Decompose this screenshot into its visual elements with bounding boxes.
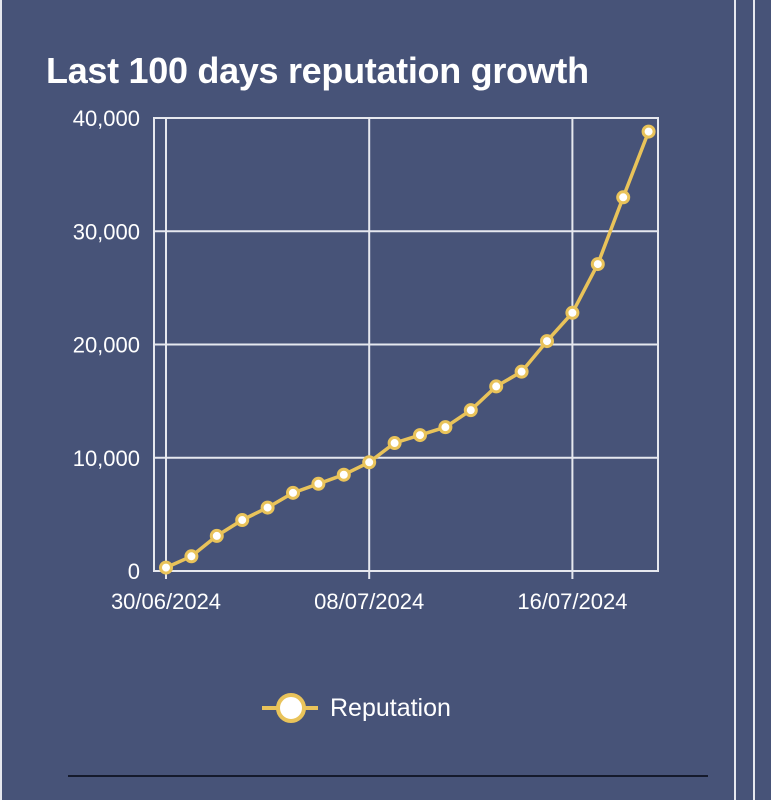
y-tick-label: 20,000 [73,333,140,358]
data-point [260,500,275,515]
data-point [489,379,504,394]
data-point [209,528,224,543]
y-tick-label: 0 [128,559,140,584]
x-tick-label: 16/07/2024 [517,589,627,614]
frame-line-right-inner [734,0,736,800]
data-point [565,305,580,320]
data-point [438,420,453,435]
axis-label-layer: 0 10,000 20,000 30,000 40,000 30/06/2024 08/07… [73,106,628,614]
data-point [641,124,656,139]
data-point [336,467,351,482]
data-point [413,428,427,443]
data-point [387,436,402,451]
data-point [286,485,300,500]
series-layer [159,124,656,575]
y-tick-label: 40,000 [73,106,140,131]
data-point [159,560,173,575]
series-line-reputation [165,130,651,570]
chart-title: Last 100 days reputation growth [46,50,589,91]
legend-marker-icon [276,693,306,723]
legend-swatch [262,690,318,726]
data-point [616,190,631,205]
data-point [514,364,529,379]
x-tick-label: 08/07/2024 [314,589,424,614]
grid-layer [153,117,659,579]
y-tick-label: 30,000 [73,219,140,244]
data-point [184,549,199,564]
data-point [235,513,250,528]
y-tick-label: 10,000 [73,446,140,471]
divider [68,775,708,777]
legend-label: Reputation [330,693,451,722]
data-point [540,334,554,349]
data-point [362,455,377,470]
data-point [590,257,605,272]
frame-line-right-outer [753,0,755,800]
data-point [311,476,326,491]
frame-line-left [0,0,2,800]
data-point [463,403,478,418]
x-tick-label: 30/06/2024 [111,589,221,614]
line-chart: 0 10,000 20,000 30,000 40,000 30/06/2024 08/07… [73,106,659,614]
legend[interactable]: Reputation [262,688,451,728]
